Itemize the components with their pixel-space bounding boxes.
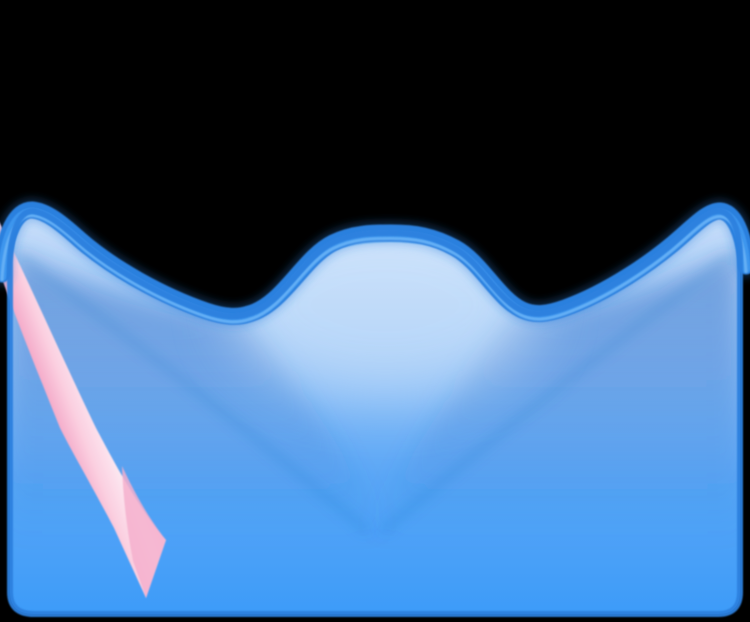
envelope-border	[0, 197, 750, 617]
pink-ribbon-icon	[0, 223, 166, 598]
ribbon-tail-facet	[122, 466, 166, 598]
envelope-outline	[7, 208, 743, 617]
ribbon-strip	[0, 223, 166, 598]
left-flap-fold-line	[14, 251, 370, 535]
border-band-inner	[0, 213, 748, 324]
right-flap-fold-line	[380, 251, 736, 535]
